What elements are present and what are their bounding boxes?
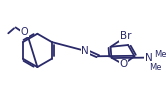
Text: Me: Me — [154, 50, 166, 59]
Text: Br: Br — [120, 31, 131, 41]
Text: N: N — [81, 46, 89, 56]
Text: O: O — [119, 59, 127, 69]
Text: Me: Me — [149, 63, 161, 72]
Text: N: N — [145, 53, 153, 63]
Text: O: O — [21, 27, 29, 37]
